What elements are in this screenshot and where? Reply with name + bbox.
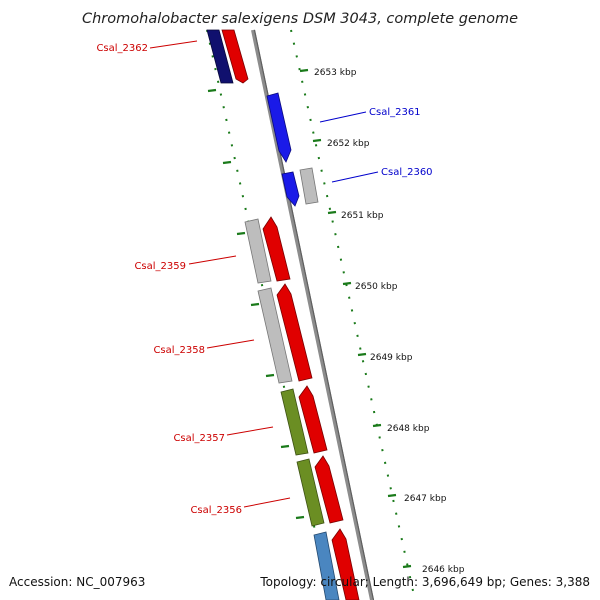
- tick-mark: [295, 515, 305, 520]
- other-feature-csal-2360[interactable]: [299, 167, 319, 205]
- genome-backbone: [251, 29, 374, 600]
- label-leader: [188, 255, 237, 265]
- gene-feature-csal-2359[interactable]: [244, 218, 272, 284]
- gene-feature-csal-2358[interactable]: [257, 287, 293, 384]
- kbp-label: 2647 kbp: [404, 494, 447, 504]
- cds-feature-csal-2362[interactable]: [221, 29, 249, 84]
- tick-mark: [280, 444, 290, 449]
- accession-text: Accession: NC_007963: [9, 575, 146, 589]
- label-leader: [206, 339, 255, 349]
- tick-mark: [299, 68, 309, 73]
- gene-feature-csal-2356[interactable]: [296, 458, 325, 527]
- gene-label-csal-2361[interactable]: Csal_2361: [369, 107, 421, 118]
- tick-mark: [312, 138, 322, 143]
- cds-feature-csal-2357[interactable]: [298, 385, 328, 454]
- gene-label-csal-2359[interactable]: Csal_2359: [134, 261, 186, 272]
- kbp-label: 2652 kbp: [327, 139, 370, 149]
- gene-feature-csal-2362[interactable]: [206, 29, 234, 84]
- kbp-label: 2649 kbp: [370, 353, 413, 363]
- kbp-label: 2648 kbp: [387, 424, 430, 434]
- cds-feature-csal-2358[interactable]: [276, 283, 313, 382]
- gene-label-csal-2358[interactable]: Csal_2358: [153, 345, 205, 356]
- gene-feature-partial[interactable]: [313, 531, 340, 600]
- tick-mark: [357, 352, 367, 357]
- genome-summary-text: Topology: circular; Length: 3,696,649 bp…: [260, 575, 590, 589]
- tick-mark: [207, 88, 217, 93]
- tick-mark: [236, 231, 246, 236]
- gene-label-csal-2356[interactable]: Csal_2356: [190, 505, 242, 516]
- features: [206, 29, 360, 600]
- label-leader: [331, 171, 379, 183]
- tick-mark: [250, 302, 260, 307]
- gene-label-csal-2357[interactable]: Csal_2357: [173, 433, 225, 444]
- tick-mark: [342, 281, 352, 286]
- kbp-label: 2651 kbp: [341, 211, 384, 221]
- kbp-label: 2650 kbp: [355, 282, 398, 292]
- cds-feature-csal-2356[interactable]: [314, 455, 344, 524]
- tick-mark: [402, 564, 412, 569]
- gene-label-csal-2360[interactable]: Csal_2360: [381, 167, 433, 178]
- tick-mark: [387, 493, 397, 498]
- tick-mark: [265, 373, 275, 378]
- gene-feature-csal-2357[interactable]: [280, 388, 309, 456]
- kbp-label: 2653 kbp: [314, 68, 357, 78]
- map-title: Chromohalobacter salexigens DSM 3043, co…: [82, 11, 518, 27]
- kbp-label: 2646 kbp: [422, 565, 465, 575]
- label-leader: [149, 40, 198, 49]
- label-leader: [319, 111, 367, 123]
- kbp-scale: 2653 kbp 2652 kbp 2651 kbp 2650 kbp 2649…: [314, 68, 465, 575]
- gene-label-csal-2362[interactable]: Csal_2362: [96, 43, 148, 54]
- gene-labels: Csal_2362 Csal_2361 Csal_2360 Csal_2359 …: [96, 40, 433, 516]
- label-leader: [243, 497, 291, 508]
- tick-mark: [327, 210, 337, 215]
- tick-mark: [222, 160, 232, 165]
- gene-feature-csal-2360[interactable]: [281, 171, 300, 207]
- tick-mark: [372, 423, 382, 428]
- cds-feature-csal-2359[interactable]: [262, 216, 291, 282]
- label-leader: [226, 426, 274, 436]
- major-ticks: [207, 68, 412, 569]
- cds-feature-partial[interactable]: [331, 528, 360, 600]
- gene-feature-csal-2361[interactable]: [266, 92, 292, 163]
